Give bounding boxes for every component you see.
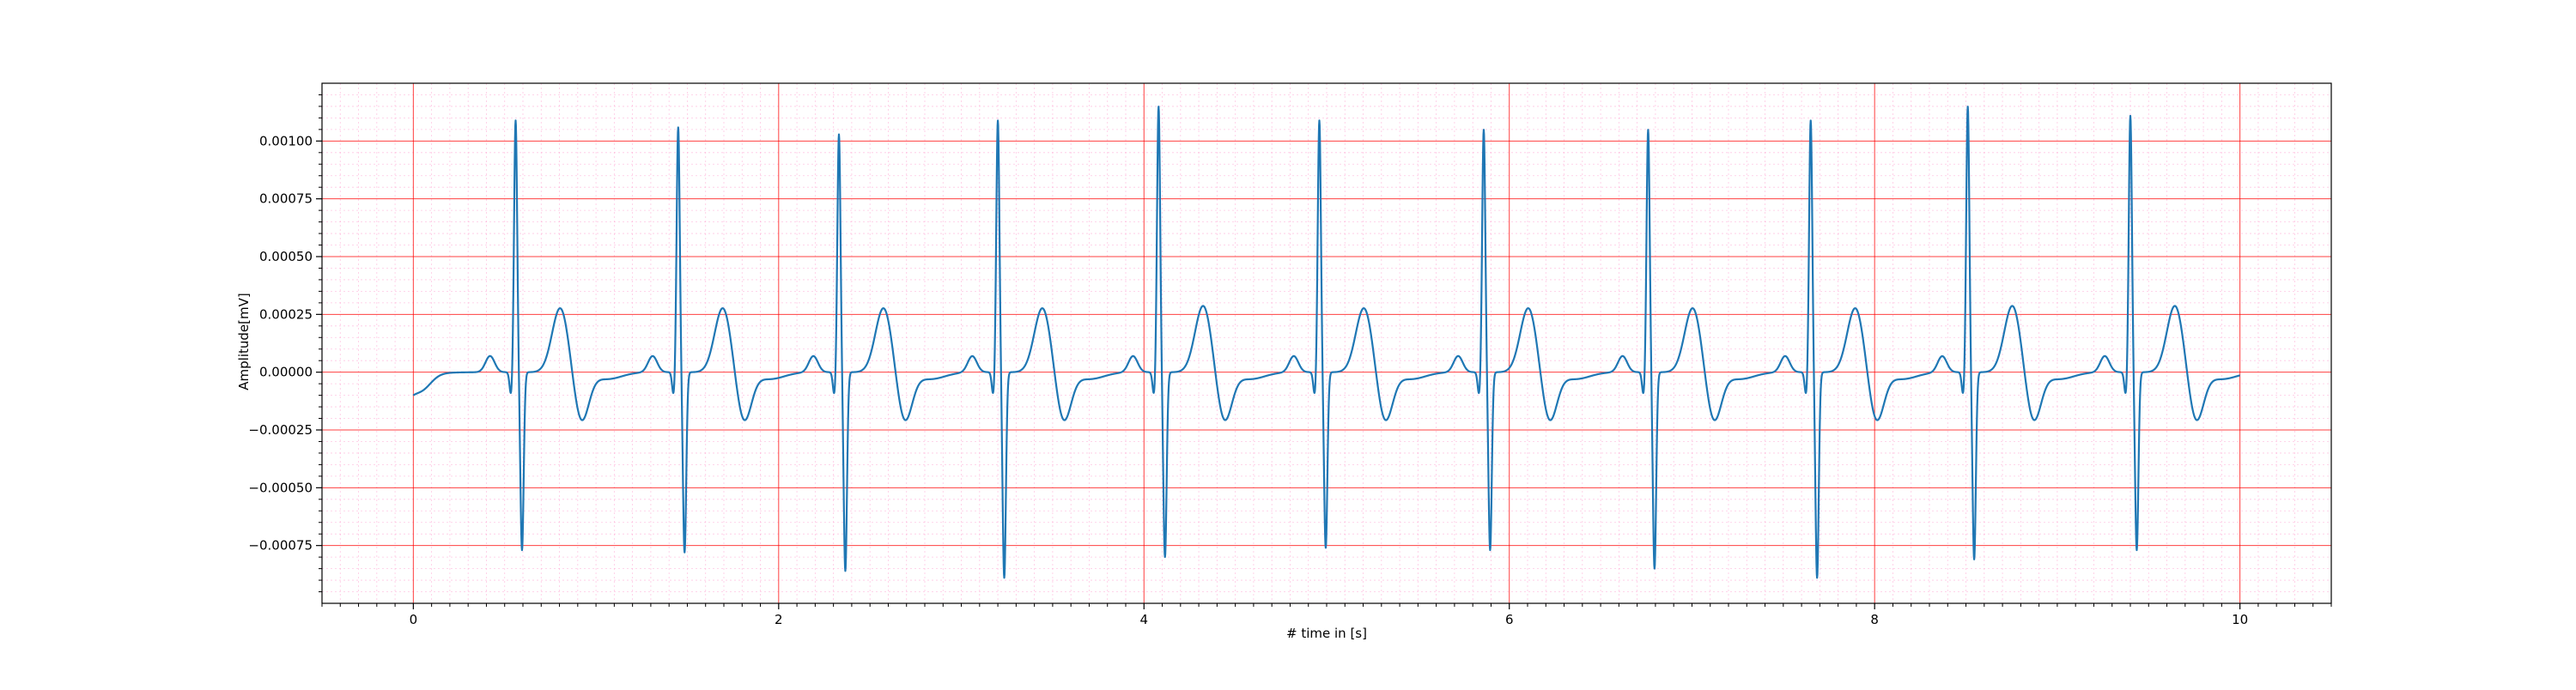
x-axis-label: # time in [s] — [1286, 626, 1367, 641]
y-tick-label: −0.00025 — [248, 422, 313, 438]
x-tick-label: 2 — [775, 612, 783, 627]
x-tick-label: 8 — [1870, 612, 1879, 627]
y-tick-label: 0.00000 — [259, 365, 313, 380]
y-tick-label: 0.00100 — [259, 133, 313, 148]
ecg-series-line — [412, 106, 2241, 579]
x-tick-label: 6 — [1505, 612, 1514, 627]
x-tick-label: 10 — [2232, 612, 2248, 627]
y-tick-label: 0.00050 — [259, 249, 313, 264]
y-axis-label: Amplitude[mV] — [236, 293, 252, 390]
x-tick-label: 4 — [1139, 612, 1148, 627]
x-tick-label: 0 — [410, 612, 418, 627]
y-tick-label: 0.00025 — [259, 306, 313, 322]
y-tick-label: −0.00050 — [248, 480, 313, 495]
y-tick-label: −0.00075 — [248, 538, 313, 554]
y-tick-label: 0.00075 — [259, 191, 313, 207]
tick-layer: 0 2 4 6 8 10 −0.00075 −0.00050 −0.00025 0.00000 0.… — [248, 94, 2332, 627]
plot-area — [412, 106, 2241, 579]
